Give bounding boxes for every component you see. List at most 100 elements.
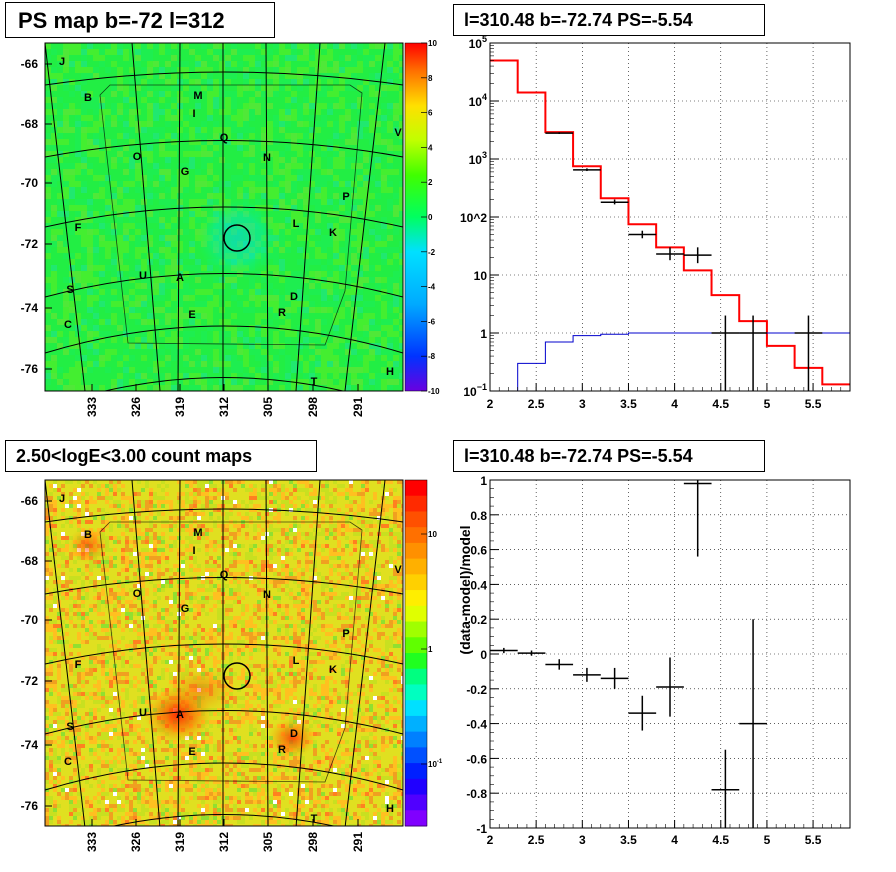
count-map-pixel (157, 500, 161, 504)
count-map-pixel (165, 624, 169, 628)
ps-map-pixel (75, 229, 81, 235)
count-map-pixel (53, 600, 57, 604)
ps-map-colorbar-tick-label: 4 (428, 143, 433, 152)
ps-map-pixel (303, 295, 309, 301)
ps-map-pixel (369, 211, 375, 217)
count-map-pixel (297, 648, 301, 652)
ps-map-pixel (195, 349, 201, 355)
count-map-pixel (285, 500, 289, 504)
count-map-pixel (53, 512, 57, 516)
count-map-pixel (285, 572, 289, 576)
count-map-pixel (393, 656, 397, 660)
ps-map-pixel (57, 97, 63, 103)
count-map-pixel (269, 556, 273, 560)
ps-map-pixel (333, 319, 339, 325)
count-map-pixel (301, 500, 305, 504)
count-map-pixel (317, 608, 321, 612)
count-map-pixel (253, 624, 257, 628)
count-map-pixel (153, 688, 157, 692)
ps-map-pixel (87, 199, 93, 205)
count-map-pixel (249, 500, 253, 504)
count-map-pixel (73, 508, 77, 512)
ps-map-pixel (51, 235, 57, 241)
count-map-pixel (157, 624, 161, 628)
ps-map-pixel (291, 211, 297, 217)
count-map-pixel (317, 508, 321, 512)
ps-map-pixel (105, 229, 111, 235)
count-map-pixel (245, 564, 249, 568)
ps-map-pixel (285, 361, 291, 367)
ps-map-pixel (387, 187, 393, 193)
count-map-pixel (353, 492, 357, 496)
ps-map-pixel (219, 283, 225, 289)
ps-map-pixel (375, 91, 381, 97)
ps-map-pixel (333, 301, 339, 307)
ps-map-pixel (399, 259, 403, 265)
count-map-pixel (341, 624, 345, 628)
ps-map-pixel (135, 175, 141, 181)
count-map-pixel (101, 600, 105, 604)
count-map-pixel (77, 652, 81, 656)
ps-map-pixel (297, 115, 303, 121)
count-map-pixel (301, 620, 305, 624)
count-map-pixel (137, 640, 141, 644)
ps-map-pixel (399, 193, 403, 199)
ps-map-pixel (237, 367, 243, 373)
count-map-pixel (197, 656, 201, 660)
ps-map-pixel (225, 73, 231, 79)
ps-map-pixel (351, 265, 357, 271)
ps-map-pixel (303, 361, 309, 367)
count-map-pixel (325, 560, 329, 564)
count-map-pixel (61, 592, 65, 596)
ps-map-pixel (267, 175, 273, 181)
count-map-pixel (145, 500, 149, 504)
count-map-pixel (193, 652, 197, 656)
ps-map-pixel (327, 235, 333, 241)
count-map-pixel (201, 532, 205, 536)
ps-map-pixel (201, 61, 207, 67)
count-map-pixel (385, 516, 389, 520)
count-map-pixel (49, 592, 53, 596)
count-map-pixel (125, 608, 129, 612)
count-map-pixel (389, 560, 393, 564)
count-map-pixel (245, 552, 249, 556)
count-map-pixel (357, 512, 361, 516)
count-map-pixel (261, 680, 265, 684)
count-map-pixel (249, 484, 253, 488)
ps-map-pixel (99, 337, 105, 343)
ps-map-pixel (333, 211, 339, 217)
ps-map-pixel (99, 115, 105, 121)
ps-map-pixel (93, 235, 99, 241)
ps-map-pixel (339, 253, 345, 259)
ps-map-pixel (81, 217, 87, 223)
count-map-pixel (169, 628, 173, 632)
ps-map-pixel (75, 361, 81, 367)
count-map-pixel (169, 536, 173, 540)
ps-map-pixel (357, 337, 363, 343)
count-map-pixel (81, 668, 85, 672)
count-map-pixel (321, 504, 325, 508)
count-map-pixel (205, 612, 209, 616)
spectrum-x-ticks: 2 2.5 3 3.5 4 4.5 5 5.5 (487, 383, 851, 411)
count-map-pixel (325, 556, 329, 560)
ps-map-pixel (231, 115, 237, 121)
count-map-pixel (301, 600, 305, 604)
ps-map-pixel (105, 175, 111, 181)
count-map-pixel (361, 580, 365, 584)
count-map-pixel (397, 628, 401, 632)
count-map-pixel (133, 612, 137, 616)
count-map-pixel (293, 652, 297, 656)
ps-map-pixel (297, 367, 303, 373)
ps-map-pixel (363, 121, 369, 127)
count-map-pixel (109, 528, 113, 532)
count-map-pixel (53, 508, 57, 512)
ps-map-pixel (363, 259, 369, 265)
ps-map-pixel (141, 199, 147, 205)
ps-map-region-label-g: G (181, 166, 190, 178)
count-map-pixel (45, 512, 49, 516)
count-map-pixel (345, 496, 349, 500)
count-map-pixel (97, 560, 101, 564)
count-map-pixel (137, 664, 141, 668)
grid-meridian (45, 43, 86, 391)
ps-map-pixel (219, 61, 225, 67)
